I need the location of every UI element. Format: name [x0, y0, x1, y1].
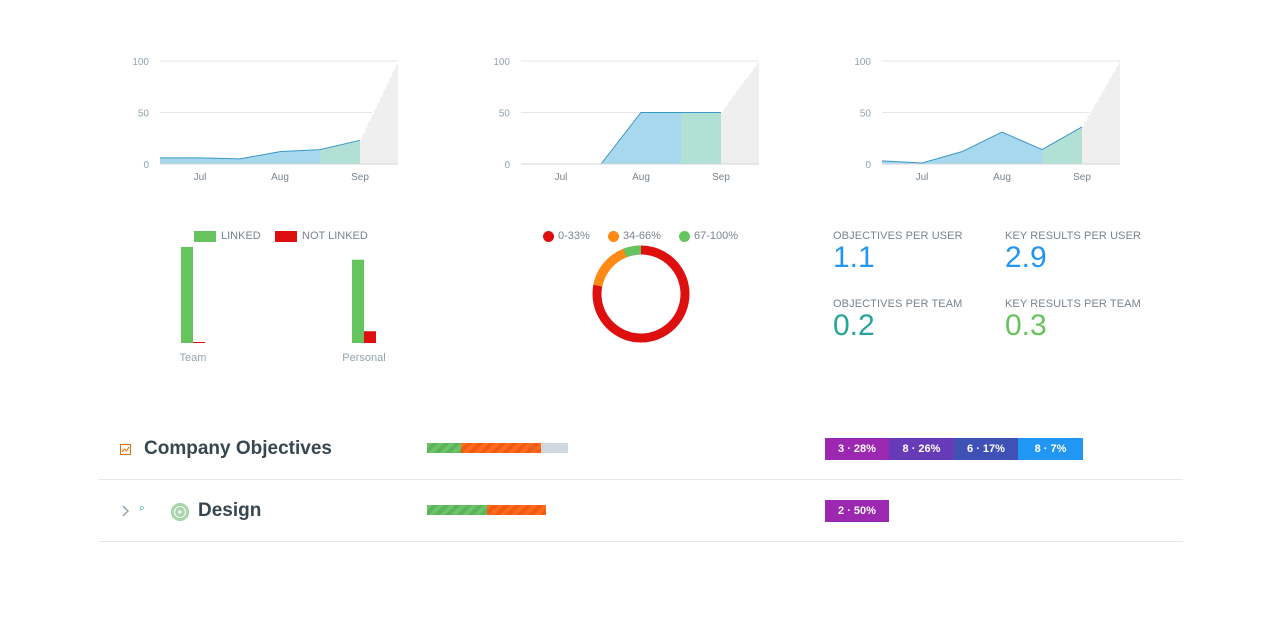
- distribution-segment[interactable]: 8 · 26%: [889, 438, 954, 460]
- legend-mid-label: 34-66%: [623, 230, 661, 242]
- not-linked-swatch: [275, 230, 297, 242]
- key-results-per-team-label: KEY RESULTS PER TEAM: [1005, 298, 1141, 310]
- bar-not-linked: [193, 342, 205, 343]
- bar-linked: [352, 259, 364, 343]
- progress-segment-green: [427, 505, 487, 515]
- y-tick-label: 0: [143, 160, 149, 171]
- key-results-per-user-value: 2.9: [1005, 241, 1047, 274]
- y-tick-label: 50: [860, 109, 872, 120]
- design-row[interactable]: [99, 480, 1183, 541]
- play-icon: [171, 503, 189, 521]
- linked-bar-chart: Team Personal: [180, 246, 386, 364]
- distribution-segment[interactable]: 2 · 50%: [825, 500, 889, 522]
- series-line: [160, 139, 361, 160]
- donut-slice-67-100%: [623, 245, 642, 258]
- row-divider: [99, 479, 1183, 480]
- x-tick-label: Jul: [194, 172, 207, 183]
- objectives-per-team-value: 0.2: [833, 309, 875, 342]
- y-tick-label: 0: [504, 160, 510, 171]
- company-objectives-progress-bar: [427, 443, 568, 453]
- donut-slice-34-66%: [593, 248, 627, 287]
- legend-linked: LINKED: [194, 230, 261, 242]
- progress-donut-chart: [592, 245, 690, 343]
- x-tick-label: Aug: [271, 172, 289, 183]
- design-distribution: 2 · 50%: [825, 500, 889, 522]
- legend-high-label: 67-100%: [694, 230, 739, 242]
- chevron-right-icon[interactable]: [120, 505, 130, 517]
- key-results-per-user-label: KEY RESULTS PER USER: [1005, 230, 1142, 242]
- x-tick-label: Aug: [632, 172, 650, 183]
- x-tick-label: Sep: [351, 172, 369, 183]
- distribution-segment[interactable]: 8 · 7%: [1018, 438, 1083, 460]
- objectives-per-user-value: 1.1: [833, 241, 875, 274]
- progress-segment-gray: [541, 443, 568, 453]
- company-objectives-distribution: 3 · 28% 8 · 26% 6 · 17% 8 · 7%: [825, 438, 1083, 460]
- area-actual: [160, 149, 320, 164]
- x-tick-label: Sep: [1073, 172, 1091, 183]
- progress-segment-green: [427, 443, 461, 453]
- objectives-per-team-label: OBJECTIVES PER TEAM: [833, 298, 963, 310]
- bar-linked: [181, 246, 193, 343]
- category-label: Personal: [342, 352, 385, 364]
- progress-area-chart-3: 0 50 100 Jul Aug Sep: [854, 57, 1121, 183]
- design-progress-bar: [427, 505, 546, 515]
- distribution-segment[interactable]: 3 · 28%: [825, 438, 889, 460]
- x-tick-label: Jul: [555, 172, 568, 183]
- forecast-line: [720, 60, 760, 113]
- legend-low: 0-33%: [543, 230, 590, 242]
- high-dot-icon: [679, 230, 690, 242]
- area-actual: [882, 132, 1042, 164]
- y-tick-label: 100: [132, 57, 149, 68]
- forecast-area: [360, 61, 398, 164]
- company-objectives-title[interactable]: Company Objectives: [144, 438, 332, 459]
- progress-area-chart-2: 0 50 100 Jul Aug Sep: [493, 57, 760, 183]
- forecast-area: [1082, 61, 1120, 164]
- mid-dot-icon: [608, 230, 619, 242]
- area-current: [1042, 126, 1082, 164]
- legend-low-label: 0-33%: [558, 230, 590, 242]
- forecast-line: [359, 60, 399, 141]
- row-divider: [99, 541, 1183, 542]
- objectives-per-user-label: OBJECTIVES PER USER: [833, 230, 963, 242]
- key-results-per-team-value: 0.3: [1005, 309, 1047, 342]
- progress-segment-orange: [460, 443, 542, 453]
- legend-mid: 34-66%: [608, 230, 661, 242]
- y-tick-label: 100: [493, 57, 510, 68]
- area-actual: [521, 112, 681, 164]
- x-tick-label: Aug: [993, 172, 1011, 183]
- linked-swatch: [194, 230, 216, 242]
- progress-segment-orange: [486, 505, 546, 515]
- area-current: [320, 140, 360, 164]
- series-line: [881, 126, 1083, 164]
- forecast-line: [1081, 60, 1121, 128]
- x-tick-label: Sep: [712, 172, 730, 183]
- design-title[interactable]: Design: [198, 500, 262, 521]
- legend-linked-label: LINKED: [221, 230, 261, 242]
- forecast-area: [721, 61, 759, 164]
- y-tick-label: 100: [854, 57, 871, 68]
- distribution-segment[interactable]: 6 · 17%: [954, 438, 1018, 460]
- progress-area-chart-1: 0 50 100 Jul Aug Sep: [132, 57, 399, 183]
- legend-not-linked-label: NOT LINKED: [302, 230, 368, 242]
- y-tick-label: 50: [138, 109, 150, 120]
- low-dot-icon: [543, 230, 554, 242]
- y-tick-label: 50: [499, 109, 511, 120]
- legend-high: 67-100%: [679, 230, 738, 242]
- area-current: [681, 112, 721, 164]
- y-tick-label: 0: [865, 160, 871, 171]
- legend-not-linked: NOT LINKED: [275, 230, 368, 242]
- category-label: Team: [180, 352, 207, 364]
- team-tiny-label: P: [140, 507, 145, 513]
- chart-icon: [120, 444, 131, 455]
- bar-not-linked: [364, 331, 376, 343]
- x-tick-label: Jul: [916, 172, 929, 183]
